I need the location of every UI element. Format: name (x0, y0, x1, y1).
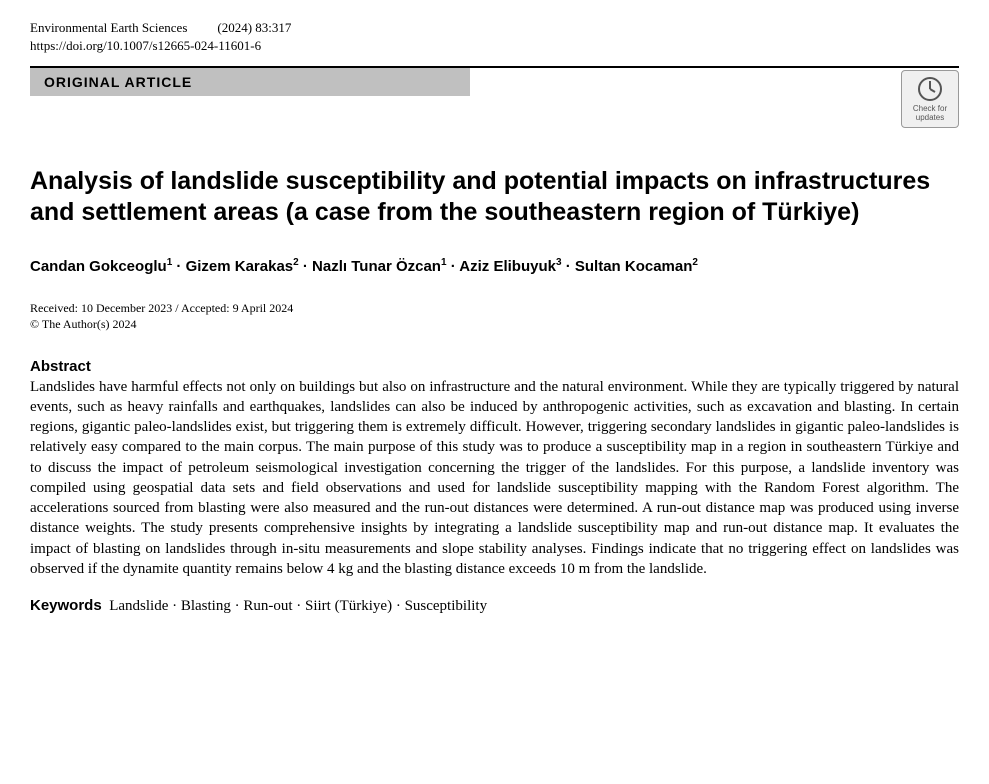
abstract-heading: Abstract (30, 358, 959, 375)
crossmark-icon (917, 76, 943, 102)
received-accepted-dates: Received: 10 December 2023 / Accepted: 9… (30, 301, 959, 316)
keywords-label: Keywords (30, 597, 102, 614)
article-title: Analysis of landslide susceptibility and… (30, 166, 959, 229)
check-for-updates-button[interactable]: Check forupdates (901, 70, 959, 128)
check-updates-label: Check forupdates (913, 104, 947, 122)
copyright-line: © The Author(s) 2024 (30, 317, 959, 332)
doi-link[interactable]: https://doi.org/10.1007/s12665-024-11601… (30, 38, 959, 54)
abstract-text: Landslides have harmful effects not only… (30, 377, 959, 580)
journal-name: Environmental Earth Sciences (30, 20, 187, 36)
keywords-line: Keywords Landslide · Blasting · Run-out … (30, 597, 959, 615)
author-list: Candan Gokceoglu1 · Gizem Karakas2 · Naz… (30, 257, 959, 275)
keywords-list: Landslide · Blasting · Run-out · Siirt (… (109, 598, 487, 614)
article-type-badge: ORIGINAL ARTICLE (30, 68, 470, 96)
year-issue: (2024) 83:317 (217, 20, 291, 36)
